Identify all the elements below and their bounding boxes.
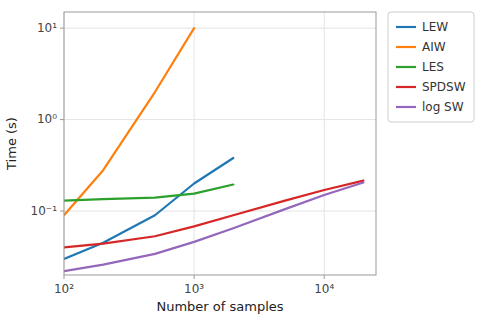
- legend-label: LEW: [422, 20, 448, 34]
- legend-swatch: [396, 66, 416, 68]
- grid-line: [64, 28, 376, 29]
- series-line: [64, 185, 233, 201]
- y-tick-label: 10¹: [37, 21, 57, 35]
- y-tick-label: 10⁰: [37, 112, 57, 126]
- x-tick: [194, 275, 195, 279]
- y-axis-label: Time (s): [4, 117, 19, 171]
- legend: LEW AIW LES SPDSW log SW: [388, 12, 474, 122]
- plot-area: [64, 12, 376, 275]
- x-tick-label: 10²: [54, 282, 74, 296]
- plot-frame: [64, 12, 376, 275]
- series-line: [64, 181, 363, 248]
- legend-swatch: [396, 106, 416, 108]
- legend-label: LES: [422, 60, 444, 74]
- x-axis-label: Number of samples: [156, 299, 283, 314]
- legend-label: log SW: [422, 100, 464, 114]
- series-line: [64, 183, 363, 272]
- legend-swatch: [396, 86, 416, 88]
- legend-label: AIW: [422, 40, 446, 54]
- chart: 10² 10³ 10⁴ 10⁻¹ 10⁰ 10¹ Number of samples Time…: [0, 0, 480, 321]
- grid-line: [64, 211, 376, 212]
- legend-box: [388, 12, 474, 122]
- x-tick: [324, 275, 325, 279]
- grid: [64, 12, 376, 275]
- series-lines: [64, 28, 363, 271]
- x-tick: [64, 275, 65, 279]
- y-tick: [60, 119, 64, 120]
- grid-line: [194, 12, 195, 275]
- y-tick-label: 10⁻¹: [31, 204, 58, 218]
- grid-line: [324, 12, 325, 275]
- y-tick: [60, 211, 64, 212]
- grid-line: [64, 119, 376, 120]
- series-line: [64, 158, 233, 259]
- axes: 10² 10³ 10⁴ 10⁻¹ 10⁰ 10¹: [31, 21, 335, 296]
- legend-swatch: [396, 46, 416, 48]
- x-tick-label: 10³: [184, 282, 204, 296]
- x-tick-label: 10⁴: [314, 282, 334, 296]
- series-line: [64, 28, 194, 215]
- legend-swatch: [396, 26, 416, 28]
- legend-label: SPDSW: [422, 80, 466, 94]
- y-tick: [60, 28, 64, 29]
